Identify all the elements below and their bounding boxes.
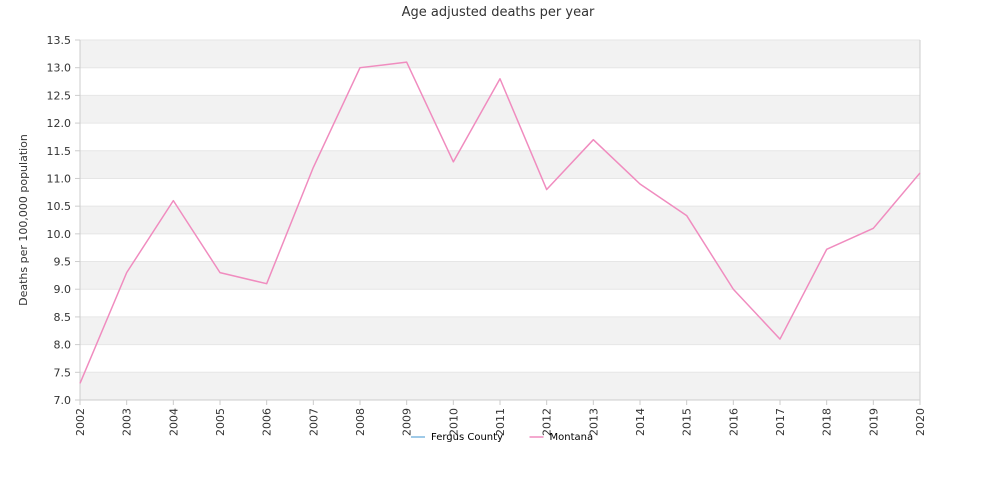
legend-item-fergus-county[interactable]: Fergus County (411, 432, 503, 443)
grid-bands (80, 40, 920, 400)
x-tick-label: 2007 (307, 408, 320, 436)
grid-band (80, 95, 920, 124)
x-tick-label: 2002 (74, 408, 87, 436)
chart-title: Age adjusted deaths per year (402, 5, 595, 20)
y-tick-label: 13.0 (47, 62, 72, 75)
y-tick-label: 7.5 (54, 366, 72, 379)
x-tick-label: 2004 (167, 408, 180, 436)
y-tick-label: 8.5 (54, 311, 72, 324)
y-tick-label: 9.0 (54, 283, 72, 296)
x-tick-label: 2014 (634, 408, 647, 436)
y-tick-label: 10.0 (47, 228, 72, 241)
x-tick-label: 2005 (214, 408, 227, 436)
legend-label: Fergus County (431, 432, 503, 443)
y-tick-label: 7.0 (54, 394, 72, 407)
x-tick-label: 2010 (447, 408, 460, 436)
x-tick-label: 2003 (121, 408, 134, 436)
y-tick-label: 11.0 (47, 172, 72, 185)
series-lines (79, 61, 921, 384)
grid-band (80, 40, 920, 68)
x-tick-label: 2020 (914, 408, 927, 436)
y-tick-label: 12.5 (47, 89, 72, 102)
x-tick-label: 2017 (774, 408, 787, 436)
y-tick-label: 12.0 (47, 117, 72, 130)
grid-band (80, 372, 920, 400)
x-tick-label: 2018 (821, 408, 834, 436)
x-tick-label: 2013 (587, 408, 600, 436)
x-tick-label: 2019 (867, 408, 880, 436)
x-axis-ticks: 2002 2003 2004 2005 2006 2007 2008 2009 2010 2011… (74, 400, 927, 436)
x-tick-label: 2012 (541, 408, 554, 436)
y-tick-label: 11.5 (47, 145, 72, 158)
x-tick-label: 2009 (401, 408, 414, 436)
legend-label: Montana (550, 432, 594, 443)
series-line-montana (79, 61, 921, 384)
x-tick-label: 2011 (494, 408, 507, 436)
y-tick-label: 13.5 (47, 34, 72, 47)
x-tick-label: 2006 (261, 408, 274, 436)
y-axis-ticks: 7.0 7.5 8.0 8.5 9.0 9.5 10.0 10.5 11.0 11.5 12.0 12… (47, 34, 80, 407)
x-tick-label: 2016 (727, 408, 740, 436)
grid-band (80, 316, 920, 345)
grid-lines (80, 39, 920, 401)
grid-band (80, 150, 920, 179)
grid-band (80, 206, 920, 234)
legend[interactable]: Fergus County Montana (411, 432, 593, 443)
y-tick-label: 10.5 (47, 200, 72, 213)
y-tick-label: 9.5 (54, 256, 72, 269)
grid-band (80, 261, 920, 290)
legend-item-montana[interactable]: Montana (529, 432, 594, 443)
x-tick-label: 2008 (354, 408, 367, 436)
x-tick-label: 2015 (681, 408, 694, 436)
y-axis-label: Deaths per 100,000 population (17, 134, 30, 306)
y-tick-label: 8.0 (54, 339, 72, 352)
